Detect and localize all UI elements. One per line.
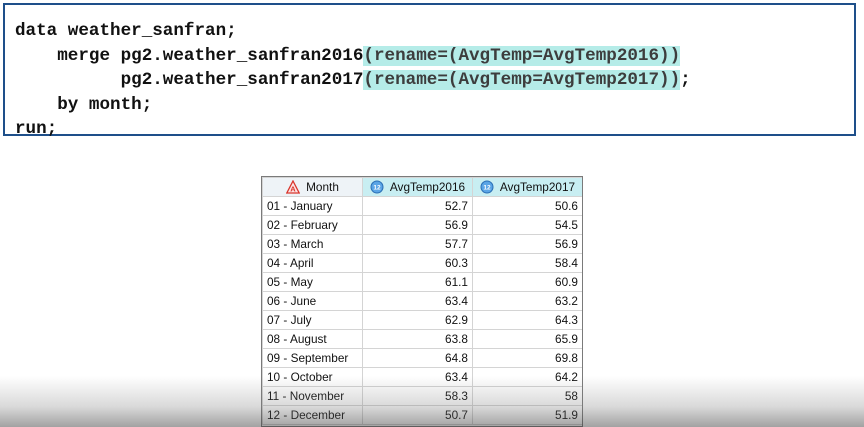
avgtemp2016-cell[interactable]: 61.1 <box>362 272 473 292</box>
column-header-avgtemp2016[interactable]: 12 AvgTemp2016 <box>362 177 473 197</box>
code-line: pg2.weather_sanfran2017(rename=(AvgTemp=… <box>15 70 691 90</box>
data-table: A Month 12 AvgTemp2016 <box>262 177 582 425</box>
svg-text:12: 12 <box>483 185 491 192</box>
column-header-label: AvgTemp2017 <box>499 180 576 194</box>
code-line: data weather_sanfran; <box>15 21 237 41</box>
table-row[interactable]: 04 - April 60.3 58.4 <box>262 253 582 273</box>
avgtemp2016-cell[interactable]: 63.4 <box>362 291 473 311</box>
month-cell[interactable]: 11 - November <box>262 386 363 406</box>
numeric-column-icon: 12 <box>480 180 494 194</box>
avgtemp2017-cell[interactable]: 51.9 <box>472 405 582 425</box>
avgtemp2016-cell[interactable]: 56.9 <box>362 215 473 235</box>
rename-option-highlight: (rename=(AvgTemp=AvgTemp2017)) <box>363 70 681 90</box>
avgtemp2016-cell[interactable]: 60.3 <box>362 253 473 273</box>
code-line: by month; <box>15 95 152 115</box>
numeric-column-icon: 12 <box>370 180 384 194</box>
avgtemp2016-cell[interactable]: 57.7 <box>362 234 473 254</box>
code-text: ; <box>680 70 691 90</box>
avgtemp2017-cell[interactable]: 58.4 <box>472 253 582 273</box>
avgtemp2016-cell[interactable]: 50.7 <box>362 405 473 425</box>
avgtemp2016-cell[interactable]: 52.7 <box>362 196 473 216</box>
month-cell[interactable]: 10 - October <box>262 367 363 387</box>
table-header-row: A Month 12 AvgTemp2016 <box>262 177 582 197</box>
table-row[interactable]: 07 - July 62.9 64.3 <box>262 310 582 330</box>
code-panel: data weather_sanfran; merge pg2.weather_… <box>3 3 856 139</box>
avgtemp2017-cell[interactable]: 64.3 <box>472 310 582 330</box>
column-header-label: Month <box>306 180 339 194</box>
avgtemp2017-cell[interactable]: 60.9 <box>472 272 582 292</box>
table-row[interactable]: 08 - August 63.8 65.9 <box>262 329 582 349</box>
avgtemp2016-cell[interactable]: 62.9 <box>362 310 473 330</box>
avgtemp2017-cell[interactable]: 58 <box>472 386 582 406</box>
avgtemp2017-cell[interactable]: 56.9 <box>472 234 582 254</box>
svg-text:A: A <box>290 184 296 193</box>
avgtemp2017-cell[interactable]: 50.6 <box>472 196 582 216</box>
avgtemp2017-cell[interactable]: 54.5 <box>472 215 582 235</box>
month-cell[interactable]: 07 - July <box>262 310 363 330</box>
code-text: pg2.weather_sanfran2017 <box>15 70 364 90</box>
table-row[interactable]: 10 - October 63.4 64.2 <box>262 367 582 387</box>
table-row[interactable]: 06 - June 63.4 63.2 <box>262 291 582 311</box>
month-cell[interactable]: 08 - August <box>262 329 363 349</box>
column-header-avgtemp2017[interactable]: 12 AvgTemp2017 <box>472 177 582 197</box>
table-row[interactable]: 11 - November 58.3 58 <box>262 386 582 406</box>
month-cell[interactable]: 02 - February <box>262 215 363 235</box>
avgtemp2017-cell[interactable]: 69.8 <box>472 348 582 368</box>
table-row[interactable]: 05 - May 61.1 60.9 <box>262 272 582 292</box>
avgtemp2017-cell[interactable]: 65.9 <box>472 329 582 349</box>
avgtemp2016-cell[interactable]: 63.4 <box>362 367 473 387</box>
column-header-label: AvgTemp2016 <box>389 180 466 194</box>
table-row[interactable]: 01 - January 52.7 50.6 <box>262 196 582 216</box>
avgtemp2017-cell[interactable]: 64.2 <box>472 367 582 387</box>
code-text: merge pg2.weather_sanfran2016 <box>15 45 364 66</box>
code-text: data weather_sanfran; <box>15 21 237 41</box>
sas-code-block: data weather_sanfran; merge pg2.weather_… <box>15 19 691 142</box>
month-cell[interactable]: 09 - September <box>262 348 363 368</box>
code-text: run; <box>15 119 58 139</box>
month-cell[interactable]: 01 - January <box>262 196 363 216</box>
month-cell[interactable]: 05 - May <box>262 272 363 292</box>
table-row[interactable]: 09 - September 64.8 69.8 <box>262 348 582 368</box>
avgtemp2016-cell[interactable]: 64.8 <box>362 348 473 368</box>
avgtemp2016-cell[interactable]: 58.3 <box>362 386 473 406</box>
rename-option-highlight: (rename=(AvgTemp=AvgTemp2016)) <box>363 45 681 66</box>
svg-text:12: 12 <box>373 185 381 192</box>
character-column-icon: A <box>285 179 301 194</box>
table-row[interactable]: 03 - March 57.7 56.9 <box>262 234 582 254</box>
dataset-viewer: A Month 12 AvgTemp2016 <box>261 176 583 427</box>
code-text: by month; <box>15 94 153 115</box>
table-row[interactable]: 02 - February 56.9 54.5 <box>262 215 582 235</box>
avgtemp2016-cell[interactable]: 63.8 <box>362 329 473 349</box>
month-cell[interactable]: 04 - April <box>262 253 363 273</box>
code-line: run; <box>15 119 57 139</box>
month-cell[interactable]: 12 - December <box>262 405 363 425</box>
column-header-month[interactable]: A Month <box>262 177 363 197</box>
avgtemp2017-cell[interactable]: 63.2 <box>472 291 582 311</box>
code-line: merge pg2.weather_sanfran2016(rename=(Av… <box>15 45 681 66</box>
table-row[interactable]: 12 - December 50.7 51.9 <box>262 405 582 425</box>
month-cell[interactable]: 03 - March <box>262 234 363 254</box>
month-cell[interactable]: 06 - June <box>262 291 363 311</box>
